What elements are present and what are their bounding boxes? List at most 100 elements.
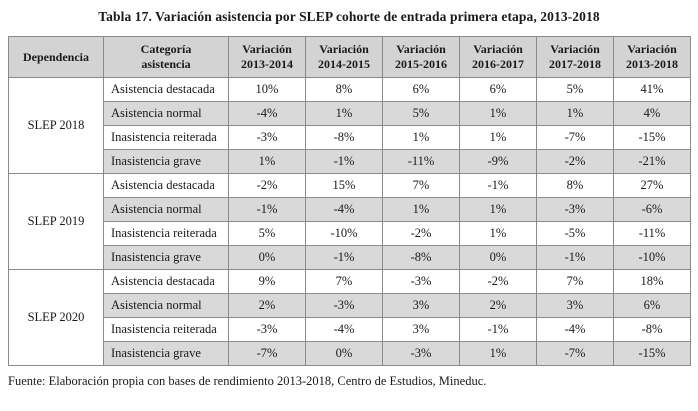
- value-cell: -1%: [228, 197, 306, 222]
- value-cell: 1%: [382, 125, 460, 150]
- categoria-cell: Asistencia destacada: [103, 173, 229, 198]
- value-cell: -4%: [305, 317, 383, 342]
- categoria-cell: Asistencia destacada: [103, 269, 229, 294]
- value-cell: -3%: [228, 317, 306, 342]
- value-cell: 6%: [613, 293, 691, 318]
- value-cell: 1%: [459, 125, 537, 150]
- value-cell: -8%: [382, 245, 460, 270]
- header-row: Dependencia Categoría asistencia Variación…: [8, 36, 691, 78]
- value-cell: 7%: [305, 269, 383, 294]
- value-cell: -3%: [536, 197, 614, 222]
- value-cell: -2%: [459, 269, 537, 294]
- dependencia-cell: SLEP 2020: [8, 269, 104, 366]
- value-cell: 3%: [382, 293, 460, 318]
- value-cell: 5%: [536, 77, 614, 102]
- value-cell: -3%: [305, 293, 383, 318]
- value-cell: 5%: [228, 221, 306, 246]
- categoria-cell: Asistencia normal: [103, 101, 229, 126]
- column-header: Categoría asistencia: [103, 36, 229, 78]
- value-cell: 18%: [613, 269, 691, 294]
- value-cell: 3%: [536, 293, 614, 318]
- column-header: Variación 2013-2014: [228, 36, 306, 78]
- value-cell: -3%: [228, 125, 306, 150]
- value-cell: 7%: [536, 269, 614, 294]
- value-cell: 2%: [459, 293, 537, 318]
- value-cell: 7%: [382, 173, 460, 198]
- categoria-cell: Inasistencia reiterada: [103, 317, 229, 342]
- table-row: Asistencia normal -1% -4% 1% 1% -3% -6%: [9, 197, 691, 222]
- table-row: Asistencia normal -4% 1% 5% 1% 1% 4%: [9, 101, 691, 126]
- column-header: Variación 2013-2018: [613, 36, 691, 78]
- value-cell: 1%: [459, 197, 537, 222]
- value-cell: 10%: [228, 77, 306, 102]
- value-cell: 6%: [382, 77, 460, 102]
- column-header: Dependencia: [8, 36, 104, 78]
- value-cell: -10%: [305, 221, 383, 246]
- value-cell: 8%: [305, 77, 383, 102]
- table-title: Tabla 17. Variación asistencia por SLEP …: [98, 9, 600, 24]
- value-cell: -7%: [536, 125, 614, 150]
- value-cell: -6%: [613, 197, 691, 222]
- value-cell: -11%: [382, 149, 460, 174]
- value-cell: -7%: [536, 341, 614, 366]
- attendance-variation-table: Dependencia Categoría asistencia Variación…: [8, 36, 691, 366]
- value-cell: -1%: [305, 245, 383, 270]
- table-row: Inasistencia grave 0% -1% -8% 0% -1% -10%: [9, 245, 691, 270]
- value-cell: -7%: [228, 341, 306, 366]
- value-cell: 27%: [613, 173, 691, 198]
- value-cell: 1%: [536, 101, 614, 126]
- value-cell: -1%: [536, 245, 614, 270]
- value-cell: 0%: [305, 341, 383, 366]
- value-cell: -8%: [305, 125, 383, 150]
- value-cell: 1%: [459, 101, 537, 126]
- table-row: SLEP 2019 Asistencia destacada -2% 15% 7% -1%…: [8, 173, 691, 270]
- value-cell: 2%: [228, 293, 306, 318]
- value-cell: 1%: [228, 149, 306, 174]
- dependencia-cell: SLEP 2019: [8, 173, 104, 270]
- value-cell: -9%: [459, 149, 537, 174]
- value-cell: -1%: [459, 317, 537, 342]
- table-row: Inasistencia grave 1% -1% -11% -9% -2% -21%: [9, 149, 691, 174]
- value-cell: 0%: [228, 245, 306, 270]
- table-row: SLEP 2018 Asistencia destacada 10% 8% 6% 6% 5%…: [8, 77, 691, 174]
- value-cell: -2%: [228, 173, 306, 198]
- value-cell: 1%: [459, 221, 537, 246]
- value-cell: 4%: [613, 101, 691, 126]
- categoria-cell: Asistencia normal: [103, 197, 229, 222]
- value-cell: -2%: [382, 221, 460, 246]
- value-cell: 8%: [536, 173, 614, 198]
- value-cell: -4%: [305, 197, 383, 222]
- categoria-cell: Inasistencia grave: [103, 245, 229, 270]
- value-cell: 9%: [228, 269, 306, 294]
- categoria-cell: Asistencia destacada: [103, 77, 229, 102]
- value-cell: -1%: [305, 149, 383, 174]
- value-cell: -4%: [536, 317, 614, 342]
- table-row: Inasistencia reiterada 5% -10% -2% 1% -5% -11%: [9, 221, 691, 246]
- table-row: Inasistencia reiterada -3% -4% 3% -1% -4% -8%: [9, 317, 691, 342]
- table-header: Dependencia Categoría asistencia Variación…: [8, 36, 691, 78]
- categoria-cell: Asistencia normal: [103, 293, 229, 318]
- categoria-cell: Inasistencia grave: [103, 149, 229, 174]
- value-cell: -15%: [613, 341, 691, 366]
- value-cell: -3%: [382, 341, 460, 366]
- value-cell: 1%: [459, 341, 537, 366]
- value-cell: -3%: [382, 269, 460, 294]
- table-row: SLEP 2020 Asistencia destacada 9% 7% -3% -2% 7…: [8, 269, 691, 366]
- value-cell: 41%: [613, 77, 691, 102]
- column-header: Variación 2014-2015: [305, 36, 383, 78]
- value-cell: -1%: [459, 173, 537, 198]
- value-cell: -10%: [613, 245, 691, 270]
- source-note: Fuente: Elaboración propia con bases de …: [8, 374, 487, 388]
- value-cell: -21%: [613, 149, 691, 174]
- table-row: Inasistencia grave -7% 0% -3% 1% -7% -15%: [9, 341, 691, 366]
- value-cell: -11%: [613, 221, 691, 246]
- value-cell: -8%: [613, 317, 691, 342]
- value-cell: 6%: [459, 77, 537, 102]
- table-row: Asistencia normal 2% -3% 3% 2% 3% 6%: [9, 293, 691, 318]
- categoria-cell: Inasistencia reiterada: [103, 125, 229, 150]
- column-header: Variación 2016-2017: [459, 36, 537, 78]
- value-cell: 1%: [305, 101, 383, 126]
- value-cell: 1%: [382, 197, 460, 222]
- dependencia-cell: SLEP 2018: [8, 77, 104, 174]
